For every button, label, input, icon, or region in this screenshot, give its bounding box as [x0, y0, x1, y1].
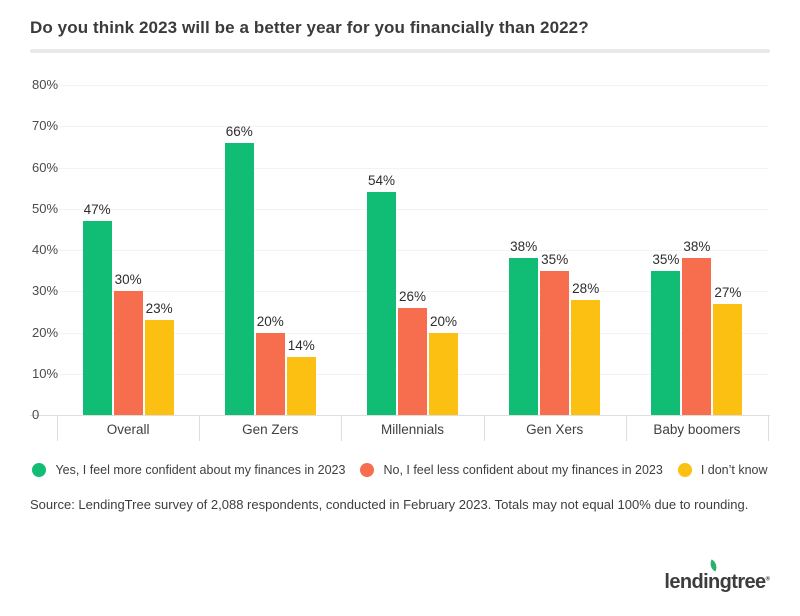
x-axis-tick: [483, 416, 485, 441]
legend-label: No, I feel less confident about my finan…: [383, 463, 663, 477]
x-axis-category-label: Overall: [106, 422, 150, 437]
registered-mark: ®: [765, 576, 770, 583]
x-axis-tick: [768, 416, 769, 441]
bar-value-label: 26%: [398, 288, 426, 304]
gridline: [45, 291, 768, 293]
bar-group-gen-xers: 38% 35% 28%: [484, 85, 626, 415]
y-axis-tick-label: 60%: [32, 159, 59, 175]
bar-value-label: 14%: [287, 338, 315, 354]
chart-legend: Yes, I feel more confident about my fina…: [30, 463, 770, 477]
bar-value-label: 35%: [541, 251, 569, 267]
y-axis-tick-label: 20%: [32, 324, 59, 340]
lendingtree-logo-text: lendin gtree®: [664, 559, 770, 593]
page-title: Do you think 2023 will be a better year …: [30, 18, 589, 37]
bar-group-overall: 47% 30% 23%: [57, 85, 199, 415]
bar[interactable]: 38%: [682, 239, 712, 415]
y-axis-tick-label: 80%: [32, 77, 59, 92]
x-axis-tick: [625, 416, 627, 441]
bar-value-label: 38%: [683, 239, 711, 255]
bar-group-gen-zers: 66% 20% 14%: [199, 85, 341, 415]
gridline: [45, 126, 768, 128]
bar-value-label: 28%: [572, 280, 600, 296]
y-axis-tick-label: 0: [32, 407, 40, 422]
bar[interactable]: 47%: [82, 202, 112, 415]
x-axis-tick: [57, 416, 58, 441]
source-note: Source: LendingTree survey of 2,088 resp…: [30, 497, 749, 512]
bar-group-baby-boomers: 35% 38% 27%: [626, 85, 768, 415]
bar[interactable]: 20%: [255, 314, 285, 415]
y-axis-tick-label: 70%: [32, 118, 59, 134]
bar[interactable]: 28%: [571, 281, 601, 415]
x-axis-line: [30, 415, 770, 416]
x-axis-category-label: Gen Xers: [526, 422, 584, 437]
legend-color-dot: [32, 463, 47, 477]
bar[interactable]: 26%: [397, 289, 427, 415]
bar[interactable]: 30%: [113, 272, 143, 415]
bar-value-label: 47%: [83, 202, 111, 218]
y-axis-tick-label: 30%: [32, 283, 59, 299]
bar-value-label: 20%: [429, 313, 457, 329]
legend-item: I don’t know: [677, 463, 768, 477]
legend-label: I don’t know: [700, 463, 768, 477]
legend-item: Yes, I feel more confident about my fina…: [32, 463, 345, 477]
x-axis-tick: [199, 416, 201, 441]
bar-value-label: 35%: [652, 251, 680, 267]
gridline: [45, 208, 768, 210]
x-axis-tick: [341, 416, 343, 441]
gridline: [45, 167, 768, 169]
gridline: [45, 85, 768, 86]
x-axis-category-label: Baby boomers: [653, 422, 741, 437]
y-axis-tick-label: 50%: [32, 200, 59, 216]
bar[interactable]: 23%: [144, 301, 174, 415]
bar[interactable]: 38%: [509, 239, 539, 415]
bar[interactable]: 35%: [651, 252, 681, 415]
x-axis-category-label: Millennials: [380, 422, 444, 437]
bar[interactable]: 66%: [224, 124, 254, 415]
bar-value-label: 27%: [714, 284, 742, 300]
bar-value-label: 30%: [114, 272, 142, 288]
bar-value-label: 66%: [225, 123, 253, 139]
bar[interactable]: 20%: [428, 314, 458, 415]
bar-value-label: 54%: [367, 173, 395, 189]
bar[interactable]: 54%: [366, 173, 396, 415]
bar-value-label: 20%: [256, 313, 284, 329]
bar[interactable]: 27%: [713, 285, 743, 415]
x-axis-category-label: Gen Zers: [242, 422, 299, 437]
bar-group-millennials: 54% 26% 20%: [341, 85, 483, 415]
leaf-icon: [707, 559, 720, 572]
legend-color-dot: [677, 463, 692, 477]
title-divider: [30, 49, 770, 53]
bar[interactable]: 14%: [286, 338, 316, 415]
legend-label: Yes, I feel more confident about my fina…: [55, 463, 346, 477]
legend-item: No, I feel less confident about my finan…: [360, 463, 663, 477]
legend-color-dot: [360, 463, 375, 477]
bar-chart: 47% 30% 23% 66% 20% 14% 54% 26% 20% 38% 35% 28% 35% 3…: [30, 61, 770, 447]
plot-area: 47% 30% 23% 66% 20% 14% 54% 26% 20% 38% 35% 28% 35% 3…: [45, 85, 768, 415]
bar-value-label: 38%: [510, 239, 538, 255]
y-axis-tick-label: 10%: [32, 365, 59, 381]
bar[interactable]: 35%: [540, 252, 570, 415]
gridline: [45, 250, 768, 251]
bar-value-label: 23%: [145, 301, 173, 317]
y-axis-tick-label: 40%: [32, 242, 59, 257]
lendingtree-logo: lendin gtree®: [664, 559, 770, 594]
